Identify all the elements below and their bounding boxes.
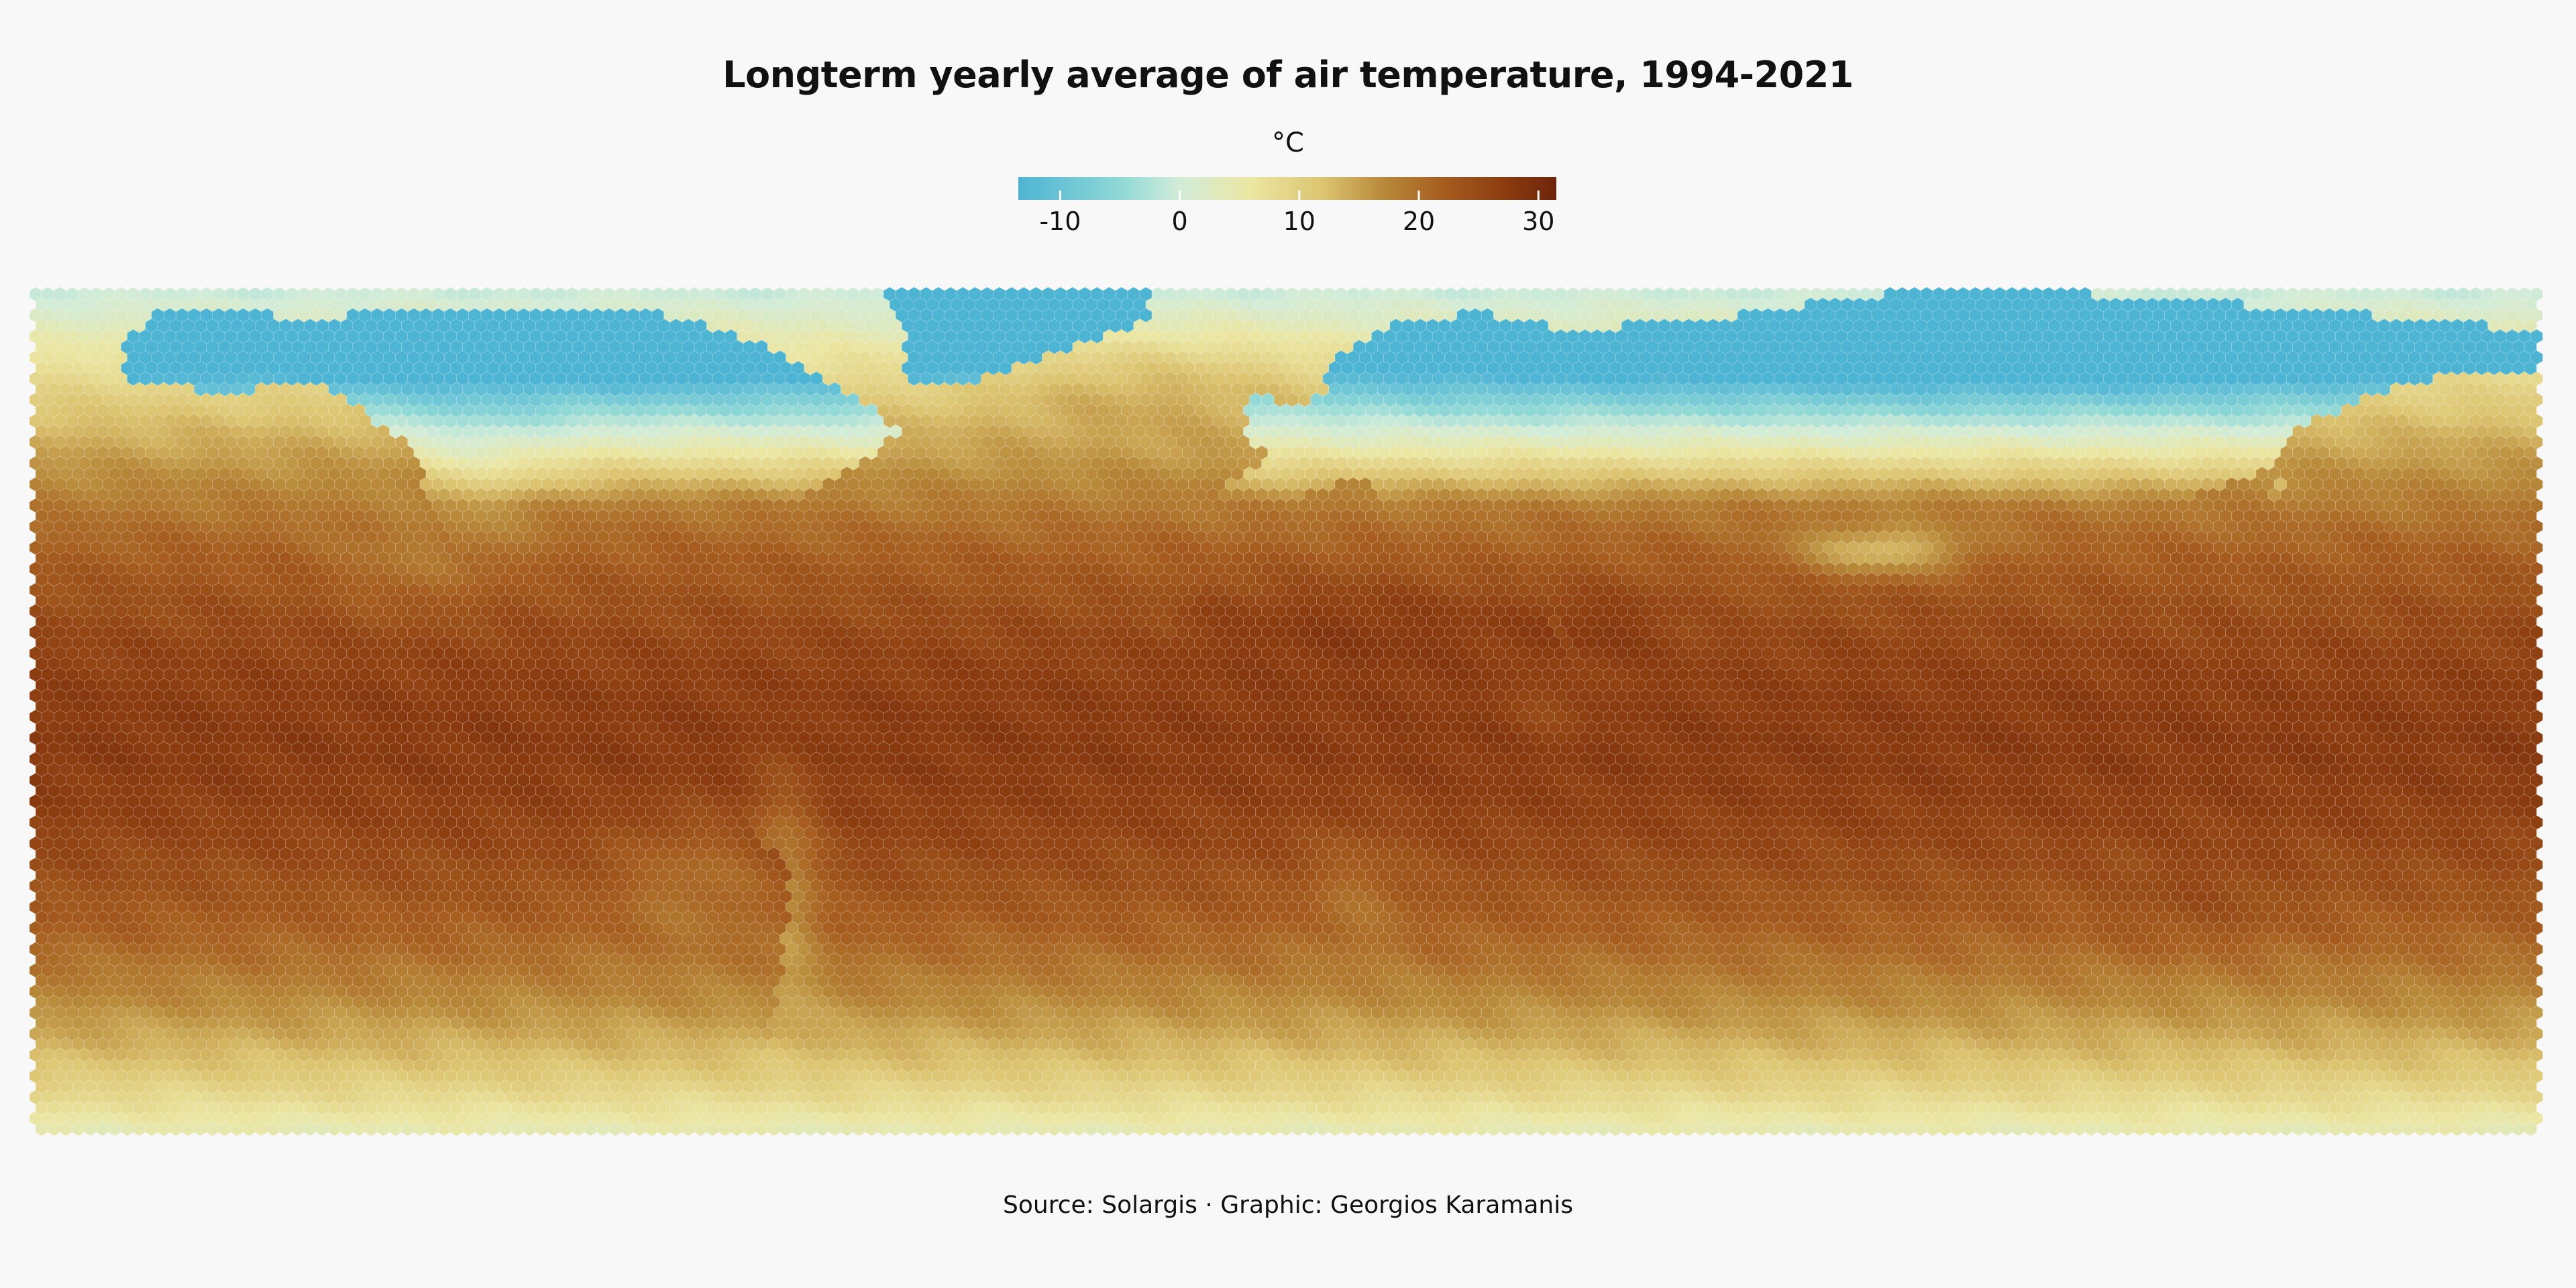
legend-tick-label: 30 (1522, 207, 1555, 236)
legend-tick-marks (1059, 191, 1540, 200)
hex-layer (30, 287, 2543, 1136)
legend-unit: °C (1272, 127, 1304, 158)
legend-tick-labels: -10 0 10 20 30 (0, 207, 2576, 247)
map-title: Longterm yearly average of air temperatu… (722, 54, 1854, 96)
legend-tick-label: 10 (1283, 207, 1316, 236)
legend-tick-label: 0 (1171, 207, 1188, 236)
legend-tick-label: 20 (1402, 207, 1436, 236)
legend-tick-label: -10 (1039, 207, 1081, 236)
temperature-hexbin-map (30, 287, 2543, 1136)
legend-gradient (1018, 177, 1556, 200)
color-legend-bar (1018, 177, 1556, 200)
